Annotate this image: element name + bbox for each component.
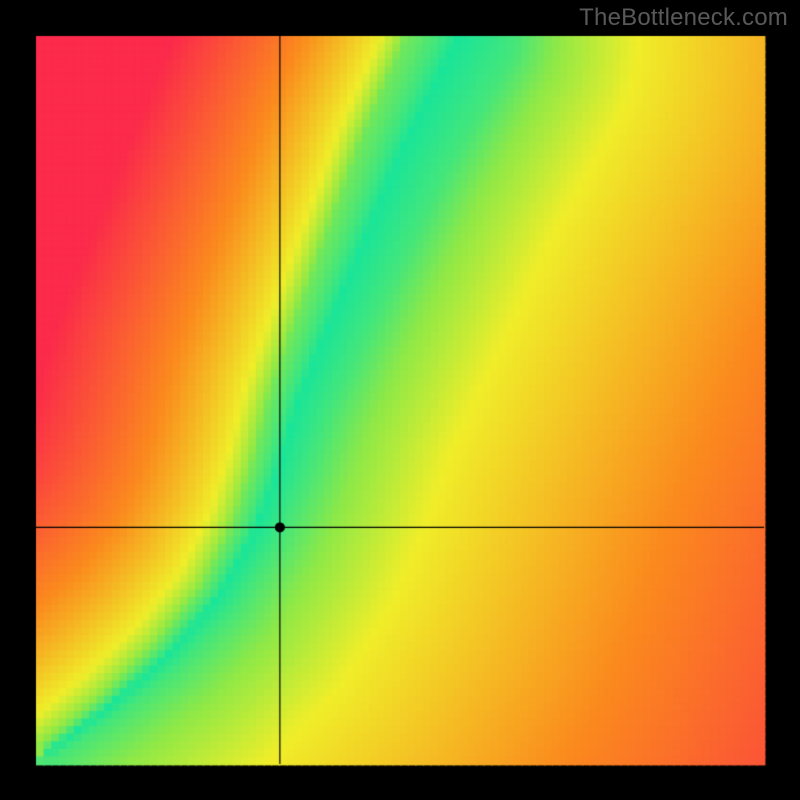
bottleneck-heatmap bbox=[0, 0, 800, 800]
watermark-text: TheBottleneck.com bbox=[579, 4, 788, 32]
chart-container: TheBottleneck.com bbox=[0, 0, 800, 800]
